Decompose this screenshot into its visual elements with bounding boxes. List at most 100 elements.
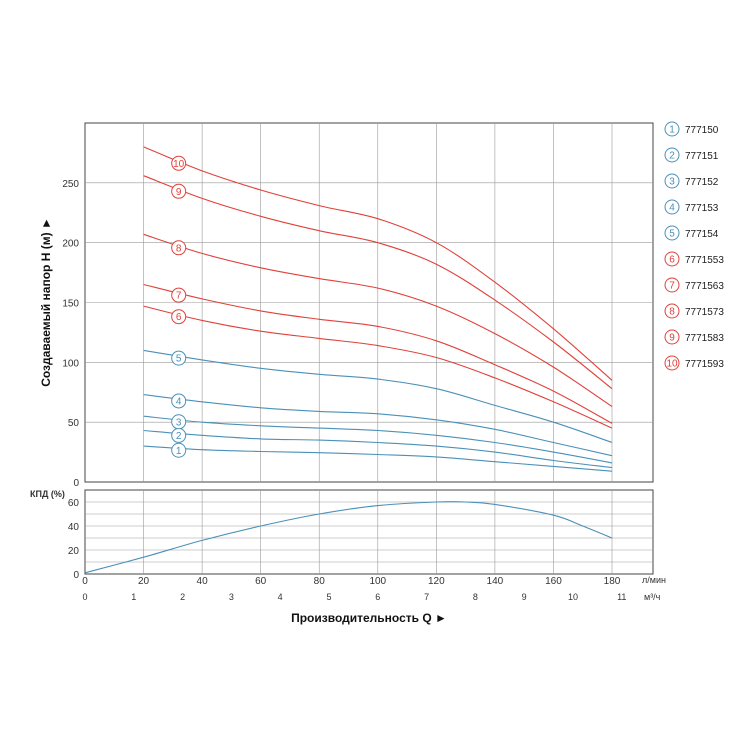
head-curve-7771563 [143,283,613,424]
curve-marker-label: 6 [176,312,182,323]
curve-marker-label: 5 [176,354,182,365]
head-curve-7771553 [143,305,613,429]
head-y-tick-labels: 0 50 100 150 200 250 [62,179,79,489]
x-tick-label-m3h: 7 [424,592,429,602]
legend-label: 777151 [685,151,719,162]
x-tick-label-lmin: 140 [487,576,504,587]
x-tick-labels-m3h: 0 1 2 3 4 5 6 7 8 9 10 11 [82,592,626,602]
head-curve-777153 [143,394,613,457]
curve-marker-5 [171,350,187,366]
head-y-tick-label: 0 [73,478,79,489]
efficiency-y-tick-labels: 0 20 40 60 [68,498,80,581]
head-y-tick-label: 250 [62,179,79,190]
legend-marker-8 [664,303,680,319]
x-tick-label-m3h: 3 [229,592,234,602]
efficiency-curve-group [84,501,613,574]
curve-marker-label: 1 [176,446,182,457]
legend-marker-label: 5 [669,229,675,240]
head-y-tick-label: 150 [62,299,79,310]
legend-marker-6 [664,251,680,267]
legend-marker-9 [664,329,680,345]
curve-marker-label: 10 [173,159,185,170]
curve-marker-9 [171,183,187,199]
head-y-tick-label: 100 [62,358,79,369]
x-unit-m3h: м³/ч [644,592,661,602]
curve-marker-label: 9 [176,187,182,198]
curve-marker-label: 4 [176,396,182,407]
curve-markers: 1 2 3 4 5 6 7 8 9 10 [171,155,187,458]
head-curve-777152 [143,415,613,464]
efficiency-y-tick-label: 0 [73,570,79,581]
efficiency-panel: 0 20 40 60 КПД (%) [30,489,654,581]
curve-marker-1 [171,442,187,458]
legend-marker-label: 10 [666,359,678,370]
legend-marker-label: 4 [669,203,675,214]
x-tick-label-lmin: 60 [255,576,267,587]
head-curve-777151 [143,429,613,469]
x-tick-label-m3h: 5 [326,592,331,602]
efficiency-axis-title: КПД (%) [30,489,65,499]
curve-marker-3 [171,414,187,430]
x-tick-label-lmin: 80 [314,576,326,587]
efficiency-y-tick-label: 60 [68,498,80,509]
curve-marker-7 [171,287,187,303]
x-tick-label-m3h: 8 [473,592,478,602]
legend-marker-label: 3 [669,177,675,188]
curve-marker-8 [171,240,187,256]
efficiency-y-tick-label: 40 [68,522,80,533]
efficiency-grid [85,490,653,574]
legend-marker-5 [664,225,680,241]
legend-marker-2 [664,147,680,163]
legend-label: 777150 [685,125,719,136]
x-tick-label-lmin: 20 [138,576,150,587]
x-tick-label-m3h: 1 [131,592,136,602]
legend-marker-10 [664,355,680,371]
head-curves [143,146,613,472]
x-tick-label-m3h: 9 [522,592,527,602]
x-tick-label-lmin: 160 [545,576,562,587]
curve-marker-label: 2 [176,431,182,442]
x-tick-label-m3h: 4 [278,592,283,602]
legend-marker-7 [664,277,680,293]
curve-marker-label: 8 [176,243,182,254]
legend-label: 777153 [685,203,719,214]
legend-marker-label: 6 [669,255,675,266]
legend-marker-label: 9 [669,333,675,344]
legend-marker-4 [664,199,680,215]
head-curve-7771593 [143,146,613,381]
legend-marker-label: 2 [669,151,675,162]
x-axis-title: Производительность Q ► [291,611,447,625]
legend-label: 7771583 [685,333,724,344]
x-tick-label-lmin: 100 [369,576,386,587]
curve-marker-6 [171,309,187,325]
legend-marker-label: 8 [669,307,675,318]
legend-label: 7771593 [685,359,724,370]
y-axis-title: Создаваемый напор H (м) ► [39,217,53,387]
head-grid [85,123,653,482]
head-curve-7771583 [143,175,613,390]
x-tick-label-m3h: 11 [617,592,626,602]
legend-label: 7771563 [685,281,724,292]
x-unit-lmin: л/мин [642,575,666,585]
x-tick-label-m3h: 0 [82,592,87,602]
x-tick-label-lmin: 0 [82,576,88,587]
efficiency-y-tick-label: 20 [68,546,80,557]
curve-marker-10 [171,155,187,171]
x-tick-labels-lmin: 0 20 40 60 80 100 120 140 160 180 [82,576,621,587]
head-y-tick-label: 200 [62,239,79,250]
legend: 1 777150 2 777151 3 777152 4 777153 5 777154 6 7771… [664,121,724,371]
head-curve-panel: 0 50 100 150 200 250 1 2 3 4 5 6 7 8 9 10 Создаваемый … [39,122,654,489]
x-tick-label-lmin: 180 [604,576,621,587]
head-curve-7771573 [143,233,613,408]
curve-marker-label: 7 [176,291,182,302]
legend-label: 7771573 [685,307,724,318]
legend-label: 7771553 [685,255,724,266]
efficiency-curve [84,501,613,574]
efficiency-plot-frame [84,489,654,575]
x-tick-label-lmin: 120 [428,576,445,587]
legend-label: 777154 [685,229,719,240]
head-y-tick-label: 50 [68,418,80,429]
curve-marker-4 [171,393,187,409]
legend-label: 777152 [685,177,719,188]
x-tick-label-m3h: 2 [180,592,185,602]
